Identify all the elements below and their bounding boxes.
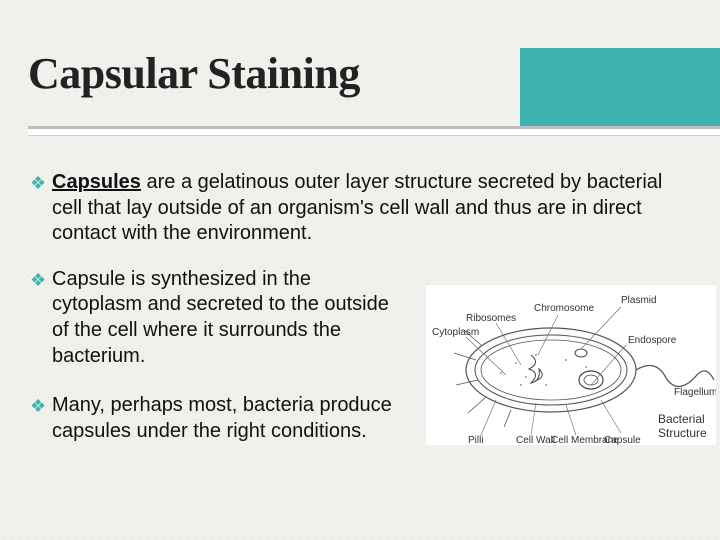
bullet-2: ❖ Capsule is synthesized in the cytoplas… [30, 267, 400, 369]
title-underline [28, 126, 720, 136]
page-title: Capsular Staining [28, 48, 720, 99]
bacterial-diagram: Plasmid Chromosome Ribosomes Cytoplasm E… [426, 285, 716, 445]
label-cellwall: Cell Wall [516, 435, 555, 445]
label-ribosomes: Ribosomes [466, 313, 516, 324]
diamond-bullet-icon: ❖ [30, 269, 46, 292]
label-cytoplasm: Cytoplasm [432, 327, 479, 338]
bacteria-svg: Plasmid Chromosome Ribosomes Cytoplasm E… [426, 285, 716, 445]
bullet-1-text: are a gelatinous outer layer structure s… [52, 171, 662, 244]
label-plasmid: Plasmid [621, 295, 657, 306]
label-chromosome: Chromosome [534, 303, 594, 314]
diagram-title-1: Bacterial [658, 412, 705, 426]
bullet-1-lead: Capsules [52, 171, 141, 193]
title-block: Capsular Staining [28, 48, 720, 99]
label-pilli: Pilli [468, 435, 484, 445]
bullet-2-text: Capsule is synthesized in the cytoplasm … [52, 268, 389, 367]
label-endospore: Endospore [628, 335, 677, 346]
bullet-3: ❖ Many, perhaps most, bacteria produce c… [30, 393, 400, 444]
label-flagellum: Flagellum [674, 387, 716, 398]
slide: Capsular Staining ❖ Capsules are a gelat… [0, 0, 720, 540]
diamond-bullet-icon: ❖ [30, 172, 46, 195]
diamond-bullet-icon: ❖ [30, 395, 46, 418]
bullet-3-text: Many, perhaps most, bacteria produce cap… [52, 394, 392, 442]
diagram-title-2: Structure [658, 426, 707, 440]
bullet-1: ❖ Capsules are a gelatinous outer layer … [30, 170, 690, 247]
label-cellmembrane: Cell Membrane [551, 435, 619, 445]
